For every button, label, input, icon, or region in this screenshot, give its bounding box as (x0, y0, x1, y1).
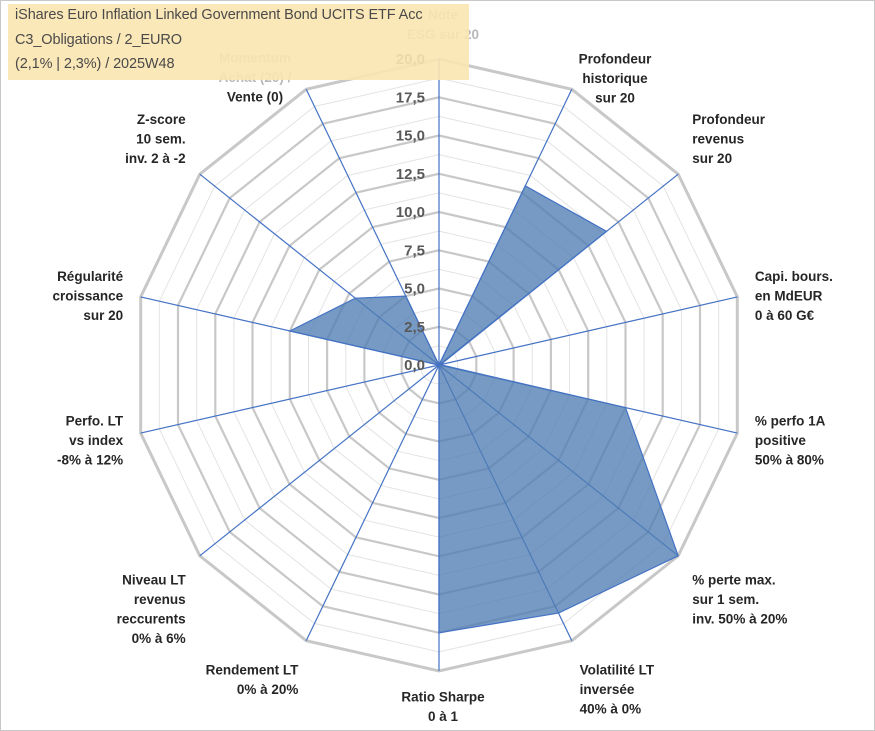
axis-label: Profondeur (692, 112, 765, 127)
axis-label: sur 20 (595, 91, 635, 106)
axis-label: Rendement LT (206, 662, 300, 677)
axis-label: 0 à 60 G€ (755, 308, 815, 323)
axis-label: inv. 50% à 20% (692, 612, 787, 627)
axis-label: Z-score (137, 112, 186, 127)
axis-label: Régularité (57, 269, 124, 284)
axis-label: revenus (134, 592, 186, 607)
series-area (288, 184, 679, 634)
axis-label: historique (582, 71, 648, 86)
axis-spoke (199, 364, 440, 557)
axis-label: -8% à 12% (57, 452, 123, 467)
axis-label: 0% à 6% (132, 631, 186, 646)
chart-title-line-2: C3_Obligations / 2_EURO (15, 32, 182, 48)
tick-label: 10,0 (396, 204, 425, 221)
axis-label-group: Rendement LT 0% à 20% (206, 662, 300, 697)
axis-label-group: Niveau LT revenus reccurents 0% à 6% (117, 573, 187, 647)
axis-label: positive (755, 433, 807, 448)
axis-label: 10 sem. (136, 132, 186, 147)
axis-label: croissance (53, 289, 124, 304)
tick-label: 2,5 (404, 319, 425, 336)
tick-label: 7,5 (404, 242, 425, 259)
axis-label: 0 à 1 (428, 709, 459, 724)
axis-label-group: Ratio Sharpe 0 à 1 (401, 690, 485, 725)
axis-label: vs index (69, 433, 124, 448)
axis-label-group: Profondeur revenus sur 20 (692, 112, 765, 166)
axis-label: Niveau LT (122, 573, 186, 588)
axis-label: sur 1 sem. (692, 592, 759, 607)
axis-label: % perte max. (692, 573, 775, 588)
axis-label: revenus (692, 132, 744, 147)
chart-title-line-1: iShares Euro Inflation Linked Government… (15, 7, 423, 23)
axis-label-group: Capi. bours. en MdEUR 0 à 60 G€ (755, 269, 833, 323)
axis-spoke (140, 364, 440, 434)
tick-label: 12,5 (396, 166, 425, 183)
chart-title-box (8, 4, 469, 80)
axis-label: sur 20 (83, 308, 123, 323)
axis-label-group: % perfo 1A positive 50% à 80% (755, 413, 826, 467)
axis-label-group: % perte max. sur 1 sem. inv. 50% à 20% (692, 573, 787, 627)
tick-label: 0,0 (404, 357, 425, 374)
axis-label: reccurents (117, 612, 186, 627)
axis-label: Perfo. LT (66, 413, 124, 428)
axis-label: sur 20 (692, 151, 732, 166)
axis-label-group: Z-score 10 sem. inv. 2 à -2 (125, 112, 186, 166)
axis-label-group: Perfo. LT vs index -8% à 12% (57, 413, 124, 467)
axis-label: 0% à 20% (237, 682, 299, 697)
radar-series (288, 184, 679, 634)
axis-label: Vente (0) (227, 90, 283, 105)
axis-label-group: Profondeur historique sur 20 (579, 52, 652, 106)
tick-label: 5,0 (404, 281, 425, 298)
axis-label-group: Régularité croissance sur 20 (53, 269, 124, 323)
axis-spoke (438, 296, 738, 366)
tick-label: 17,5 (396, 89, 425, 106)
axis-label: Capi. bours. (755, 269, 833, 284)
axis-label: en MdEUR (755, 289, 823, 304)
axis-label: Ratio Sharpe (401, 690, 485, 705)
axis-label: inv. 2 à -2 (125, 151, 186, 166)
axis-label-group: Volatilité LT inversée 40% à 0% (580, 662, 655, 716)
axis-label: % perfo 1A (755, 413, 826, 428)
chart-title-line-3: (2,1% | 2,3%) / 2025W48 (15, 56, 175, 72)
axis-label: 50% à 80% (755, 452, 824, 467)
axis-label: Volatilité LT (580, 662, 655, 677)
axis-label: inversée (580, 682, 635, 697)
axis-label: Profondeur (579, 52, 652, 67)
axis-spoke (305, 364, 440, 641)
tick-label: 15,0 (396, 128, 425, 145)
axis-label: 40% à 0% (580, 701, 642, 716)
